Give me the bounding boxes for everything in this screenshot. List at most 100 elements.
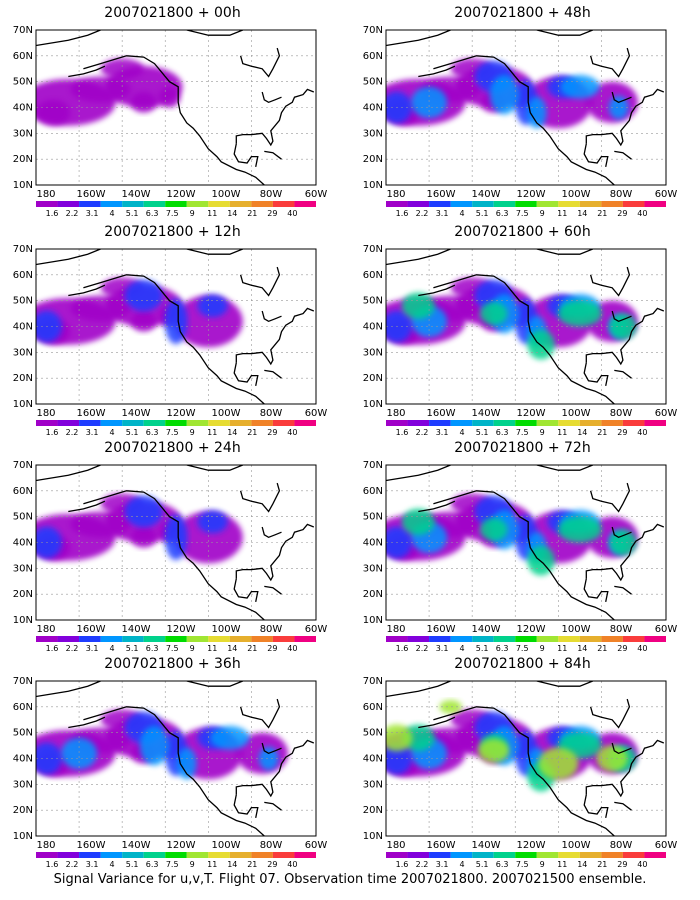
colorbar-swatch bbox=[36, 852, 58, 858]
lat-tick-label: 10N bbox=[13, 831, 33, 842]
coastline bbox=[68, 65, 106, 78]
colorbar-label: 14 bbox=[227, 644, 237, 653]
colorbar-label: 11 bbox=[207, 209, 217, 218]
coastline bbox=[614, 801, 632, 811]
lat-tick-label: 50N bbox=[13, 77, 33, 88]
lat-tick-label: 30N bbox=[363, 128, 383, 139]
colorbar-swatch bbox=[122, 420, 144, 426]
lon-tick-label: 160W bbox=[427, 624, 456, 635]
panel-title: 2007021800 + 60h bbox=[454, 224, 591, 240]
colorbar-label: 3.1 bbox=[436, 428, 449, 437]
coastline bbox=[83, 274, 265, 404]
coastline bbox=[611, 526, 632, 539]
lon-tick-label: 80W bbox=[610, 840, 633, 851]
colorbar-label: 7.5 bbox=[166, 860, 179, 869]
lon-tick-label: 60W bbox=[305, 624, 328, 635]
coastline bbox=[264, 369, 282, 379]
lon-tick-label: 60W bbox=[305, 408, 328, 419]
colorbar-label: 14 bbox=[577, 209, 587, 218]
variance-blob bbox=[386, 724, 413, 752]
lon-tick-label: 60W bbox=[655, 408, 678, 419]
colorbar-swatch bbox=[429, 852, 451, 858]
map-frame bbox=[35, 680, 317, 837]
map-panel: 2007021800 + 24h 70N 60N 50N 40N 30N 20N 10N 180… bbox=[0, 440, 345, 654]
coastline bbox=[433, 55, 615, 185]
colorbar-swatch bbox=[407, 420, 430, 426]
colorbar-swatch bbox=[493, 420, 516, 426]
lon-tick-label: 180 bbox=[36, 624, 55, 635]
colorbar-swatch bbox=[186, 201, 209, 207]
variance-field bbox=[386, 465, 666, 620]
colorbar-label: 5.1 bbox=[126, 860, 139, 869]
colorbar-label: 2.2 bbox=[66, 860, 79, 869]
lon-tick-label: 180 bbox=[386, 408, 405, 419]
colorbar-swatch bbox=[407, 636, 430, 642]
colorbar-swatch bbox=[294, 420, 316, 426]
coastline bbox=[68, 284, 106, 297]
colorbar-label: 11 bbox=[557, 209, 567, 218]
coastline bbox=[583, 143, 609, 168]
colorbar-swatch bbox=[558, 852, 580, 858]
panel-title: 2007021800 + 00h bbox=[104, 5, 241, 21]
colorbar-swatch bbox=[579, 852, 602, 858]
colorbar-label: 29 bbox=[267, 209, 277, 218]
colorbar-swatch bbox=[450, 636, 473, 642]
colorbar-swatch bbox=[143, 636, 166, 642]
map-panel: 2007021800 + 12h 70N 60N 50N 40N 30N 20N 10N 180… bbox=[0, 224, 345, 438]
lon-tick-label: 120W bbox=[167, 624, 196, 635]
lon-tick-label: 80W bbox=[610, 189, 633, 200]
colorbar-label: 6.3 bbox=[146, 209, 159, 218]
colorbar-swatch bbox=[79, 636, 101, 642]
map-panel: 2007021800 + 48h 70N 60N 50N 40N 30N 20N 10N 180… bbox=[350, 5, 695, 219]
variance-blob bbox=[479, 518, 508, 542]
coastline bbox=[583, 794, 609, 819]
panel-title: 2007021800 + 48h bbox=[454, 5, 591, 21]
colorbar-label: 2.2 bbox=[66, 209, 79, 218]
colorbar-label: 6.3 bbox=[496, 428, 509, 437]
colorbar-swatch bbox=[644, 420, 666, 426]
colorbar-label: 1.6 bbox=[396, 209, 409, 218]
lat-tick-label: 50N bbox=[13, 512, 33, 523]
colorbar-label: 9 bbox=[190, 644, 195, 653]
colorbar-swatch bbox=[57, 636, 80, 642]
variance-blob bbox=[557, 516, 602, 543]
colorbar-swatch bbox=[100, 852, 123, 858]
colorbar-swatch bbox=[622, 852, 645, 858]
colorbar-swatch bbox=[429, 420, 451, 426]
colorbar-swatch bbox=[429, 636, 451, 642]
colorbar-label: 14 bbox=[227, 428, 237, 437]
colorbar-label: 21 bbox=[247, 428, 257, 437]
lon-tick-label: 120W bbox=[167, 189, 196, 200]
colorbar-label: 14 bbox=[577, 644, 587, 653]
colorbar-swatch bbox=[622, 420, 645, 426]
colorbar-label: 3.1 bbox=[86, 644, 99, 653]
coastline bbox=[585, 523, 665, 582]
colorbar-label: 7.5 bbox=[166, 209, 179, 218]
colorbar-swatch bbox=[143, 420, 166, 426]
colorbar-swatch bbox=[450, 852, 473, 858]
variance-blob bbox=[61, 737, 98, 770]
lat-tick-label: 30N bbox=[363, 779, 383, 790]
coastline bbox=[418, 716, 456, 729]
lon-tick-label: 180 bbox=[386, 189, 405, 200]
colorbar-swatch bbox=[251, 852, 273, 858]
colorbar-swatch bbox=[229, 636, 252, 642]
coastline bbox=[418, 500, 456, 513]
variance-blob bbox=[36, 742, 62, 775]
colorbar-swatch bbox=[208, 420, 230, 426]
colorbar-swatch bbox=[622, 201, 645, 207]
lat-tick-label: 70N bbox=[13, 676, 33, 687]
variance-field bbox=[36, 681, 316, 836]
colorbar-label: 6.3 bbox=[496, 644, 509, 653]
lat-tick-label: 10N bbox=[13, 615, 33, 626]
lon-tick-label: 60W bbox=[305, 189, 328, 200]
lat-tick-label: 10N bbox=[13, 399, 33, 410]
colorbar-swatch bbox=[450, 420, 473, 426]
colorbar-label: 11 bbox=[207, 860, 217, 869]
lon-tick-label: 100W bbox=[212, 840, 241, 851]
colorbar-swatch bbox=[536, 420, 559, 426]
lat-tick-label: 40N bbox=[13, 538, 33, 549]
colorbar-label: 5.1 bbox=[126, 644, 139, 653]
colorbar-label: 3.1 bbox=[86, 428, 99, 437]
